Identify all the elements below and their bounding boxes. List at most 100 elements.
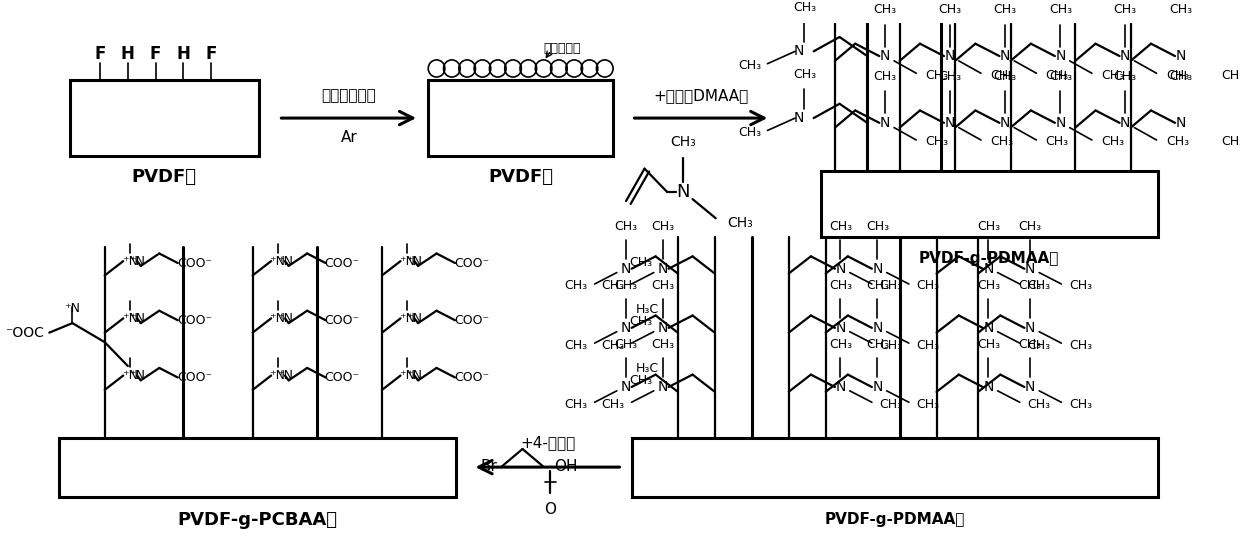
Text: COO⁻: COO⁻ xyxy=(177,371,212,384)
Text: CH₃: CH₃ xyxy=(828,279,852,292)
Text: CH₃: CH₃ xyxy=(1114,3,1137,16)
Text: N: N xyxy=(945,116,955,130)
Text: Ar: Ar xyxy=(340,130,357,145)
Text: N: N xyxy=(1024,321,1035,335)
Text: F: F xyxy=(94,45,105,63)
Bar xyxy=(58,438,456,497)
Text: H₃C: H₃C xyxy=(636,362,660,376)
Text: ⁺N: ⁺N xyxy=(269,255,285,268)
Text: CH₃: CH₃ xyxy=(1166,69,1189,81)
Text: N: N xyxy=(999,116,1011,130)
Text: CH₃: CH₃ xyxy=(937,3,961,16)
Text: 低温等离子体: 低温等离子体 xyxy=(321,87,376,103)
Text: CH₃: CH₃ xyxy=(993,70,1017,83)
Text: CH₃: CH₃ xyxy=(728,216,754,230)
Text: CH₃: CH₃ xyxy=(873,3,897,16)
Text: CH₃: CH₃ xyxy=(1045,135,1069,149)
Text: N: N xyxy=(879,49,890,63)
Text: CH₃: CH₃ xyxy=(1169,3,1192,16)
Text: N: N xyxy=(872,262,883,276)
Text: CH₃: CH₃ xyxy=(615,338,637,351)
Text: CH₃: CH₃ xyxy=(873,70,897,83)
Text: ⁺N: ⁺N xyxy=(277,312,293,325)
Text: N: N xyxy=(1024,262,1035,276)
Text: N: N xyxy=(1055,49,1065,63)
Text: CH₃: CH₃ xyxy=(615,219,637,233)
Text: ⁺N: ⁺N xyxy=(129,369,145,382)
Text: CH₃: CH₃ xyxy=(1045,69,1069,81)
Text: COO⁻: COO⁻ xyxy=(325,314,360,327)
Text: CH₃: CH₃ xyxy=(925,69,949,81)
Text: CH₃: CH₃ xyxy=(601,279,624,293)
Text: CH₃: CH₃ xyxy=(671,135,696,148)
Text: COO⁻: COO⁻ xyxy=(177,256,212,270)
Text: N: N xyxy=(657,380,668,394)
Text: CH₃: CH₃ xyxy=(629,374,652,387)
Text: CH₃: CH₃ xyxy=(601,398,624,411)
Text: N: N xyxy=(1176,116,1185,130)
Text: CH₃: CH₃ xyxy=(879,279,903,293)
Text: N: N xyxy=(1120,116,1131,130)
Text: N: N xyxy=(657,321,668,335)
Text: O: O xyxy=(544,502,557,518)
Text: OH: OH xyxy=(554,459,578,474)
Text: CH₃: CH₃ xyxy=(1049,3,1073,16)
Text: CH₃: CH₃ xyxy=(615,279,637,292)
Text: N: N xyxy=(879,116,890,130)
Text: COO⁻: COO⁻ xyxy=(325,256,360,270)
Text: CH₃: CH₃ xyxy=(1049,70,1073,83)
Text: CH₃: CH₃ xyxy=(1221,135,1240,149)
Text: N: N xyxy=(836,380,846,394)
Text: N: N xyxy=(677,183,691,201)
Text: 活性自由基: 活性自由基 xyxy=(543,42,582,55)
Text: N: N xyxy=(945,49,955,63)
Text: CH₃: CH₃ xyxy=(916,398,940,411)
Text: CH₃: CH₃ xyxy=(651,219,675,233)
Text: ⁺N: ⁺N xyxy=(129,312,145,325)
Text: CH₃: CH₃ xyxy=(879,339,903,351)
Text: CH₃: CH₃ xyxy=(1069,279,1092,293)
Text: CH₃: CH₃ xyxy=(738,59,761,72)
Text: ⁺N: ⁺N xyxy=(122,255,138,268)
Text: ⁺N: ⁺N xyxy=(405,312,422,325)
Text: N: N xyxy=(1024,380,1035,394)
Bar xyxy=(821,170,1158,237)
Text: ⁺N: ⁺N xyxy=(269,369,285,382)
Text: CH₃: CH₃ xyxy=(792,1,816,14)
Text: PVDF膜: PVDF膜 xyxy=(489,168,553,186)
Text: Br: Br xyxy=(481,459,497,474)
Text: F: F xyxy=(150,45,161,63)
Text: CH₃: CH₃ xyxy=(991,69,1013,81)
Text: COO⁻: COO⁻ xyxy=(325,371,360,384)
Text: CH₃: CH₃ xyxy=(629,315,652,328)
Text: COO⁻: COO⁻ xyxy=(454,256,490,270)
Text: N: N xyxy=(621,262,631,276)
Text: CH₃: CH₃ xyxy=(1027,339,1050,351)
Text: N: N xyxy=(1176,49,1185,63)
Text: CH₃: CH₃ xyxy=(601,339,624,351)
Text: CH₃: CH₃ xyxy=(1114,70,1137,83)
Text: ⁺N: ⁺N xyxy=(129,255,145,268)
Text: N: N xyxy=(999,49,1011,63)
Text: CH₃: CH₃ xyxy=(629,256,652,268)
Bar xyxy=(69,80,259,156)
Text: CH₃: CH₃ xyxy=(866,219,889,233)
Text: ⁺N: ⁺N xyxy=(122,312,138,325)
Text: ⁺N: ⁺N xyxy=(399,255,415,268)
Text: CH₃: CH₃ xyxy=(1166,135,1189,149)
Text: ⁺N: ⁺N xyxy=(399,312,415,325)
Text: CH₃: CH₃ xyxy=(866,279,889,292)
Text: ⁺N: ⁺N xyxy=(399,369,415,382)
Text: N: N xyxy=(983,380,993,394)
Text: CH₃: CH₃ xyxy=(993,3,1017,16)
Text: N: N xyxy=(836,262,846,276)
Text: H: H xyxy=(176,45,190,63)
Text: ⁻OOC: ⁻OOC xyxy=(5,326,43,340)
Text: CH₃: CH₃ xyxy=(977,338,999,351)
Text: N: N xyxy=(983,262,993,276)
Text: N: N xyxy=(657,262,668,276)
Text: CH₃: CH₃ xyxy=(1027,398,1050,411)
Text: CH₃: CH₃ xyxy=(1101,69,1125,81)
Text: +4-溴丁酸: +4-溴丁酸 xyxy=(521,435,577,450)
Text: ⁺N: ⁺N xyxy=(269,312,285,325)
